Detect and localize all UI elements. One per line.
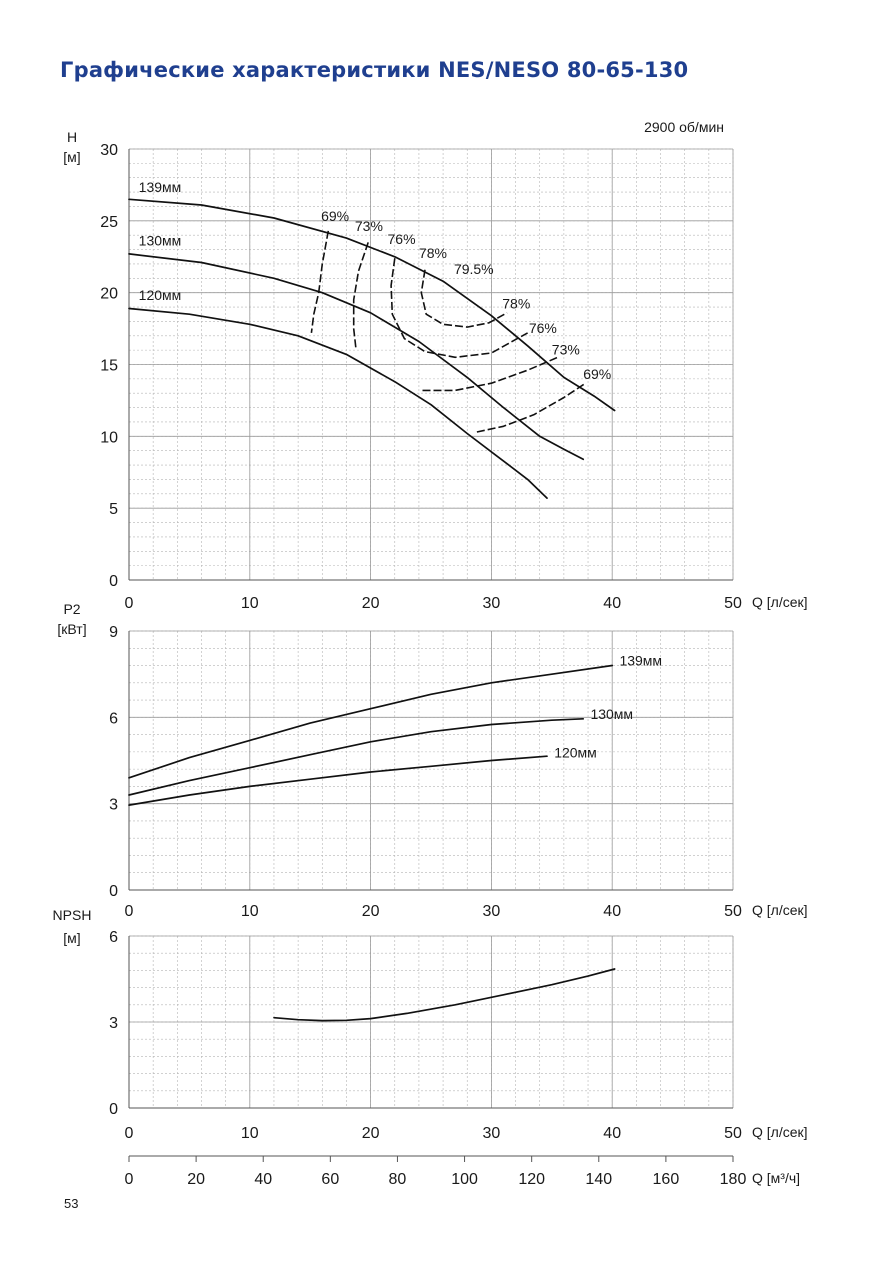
grid-minor [128, 630, 734, 891]
m3h-tick-label: 40 [254, 1171, 272, 1188]
x-tick-label: 50 [724, 1125, 742, 1142]
curve-label: 69% [583, 366, 611, 382]
flow-axis-m3h: 0 20 40 60 80 100 120 140 160 180 Q [м³/ч] [125, 1155, 800, 1188]
y-axis-unit: [м] [63, 930, 80, 946]
y-axis-label: NPSH [53, 907, 92, 923]
efficiency-curve-69pct [310, 230, 330, 334]
x-axis-label: Q [л/сек] [752, 594, 808, 610]
curve-label: 76% [388, 231, 416, 247]
x-axis-label: Q [л/сек] [752, 1124, 808, 1140]
curve-120мм [128, 307, 548, 499]
efficiency-curve-78pct [420, 269, 508, 328]
x-tick-label: 30 [483, 903, 501, 920]
x-tick-label: 50 [724, 595, 742, 612]
m3h-tick-label: 140 [585, 1171, 612, 1188]
grid-major [128, 935, 734, 1109]
x-tick-label: 30 [483, 1125, 501, 1142]
y-axis-unit: [м] [63, 149, 80, 165]
y-tick-label: 0 [109, 573, 118, 590]
curve-120мм [128, 755, 548, 806]
y-tick-label: 20 [100, 286, 118, 303]
curve-label: 130мм [139, 232, 182, 248]
efficiency-curve-73pct [352, 242, 369, 351]
curve-label: 130мм [590, 706, 633, 722]
y-tick-label: 3 [109, 797, 118, 814]
y-axis-unit: [кВт] [57, 621, 86, 637]
m3h-axis-label: Q [м³/ч] [752, 1170, 800, 1186]
y-tick-label: 15 [100, 358, 118, 375]
x-tick-label: 10 [241, 595, 259, 612]
m3h-tick-label: 60 [321, 1171, 339, 1188]
m3h-tick-label: 20 [187, 1171, 205, 1188]
x-tick-label: 50 [724, 903, 742, 920]
chart-power: 0 10 20 30 40 50 0 3 6 9 Q [л/сек] P2 [кВт] 139мм 130м… [57, 601, 807, 920]
x-tick-label: 20 [362, 595, 380, 612]
chart-head: 0 10 20 30 40 50 0 5 10 15 20 25 30 Q [л/сек] H [м] 2900… [63, 119, 807, 612]
curve-label: 76% [529, 320, 557, 336]
x-tick-label: 40 [603, 595, 621, 612]
grid-major [128, 630, 734, 891]
m3h-tick-label: 160 [653, 1171, 680, 1188]
x-tick-label: 40 [603, 1125, 621, 1142]
curve-label: 79.5% [454, 261, 494, 277]
efficiency-curve-73pct [422, 356, 559, 392]
m3h-tick-label: 180 [720, 1171, 747, 1188]
x-tick-label: 20 [362, 903, 380, 920]
curve-label: 120мм [554, 745, 597, 761]
y-tick-label: 5 [109, 501, 118, 518]
x-tick-label: 10 [241, 903, 259, 920]
x-tick-label: 40 [603, 903, 621, 920]
y-tick-label: 9 [109, 624, 118, 641]
y-tick-label: 0 [109, 1101, 118, 1118]
x-tick-label: 30 [483, 595, 501, 612]
y-axis-label: H [67, 129, 77, 145]
efficiency-curve-76pct [390, 258, 528, 359]
curve-label: 139мм [619, 653, 662, 669]
y-tick-label: 6 [109, 710, 118, 727]
curve-npsh [273, 968, 616, 1022]
speed-label: 2900 об/мин [644, 119, 724, 135]
curve-label: 73% [355, 218, 383, 234]
m3h-tick-label: 80 [389, 1171, 407, 1188]
y-tick-label: 6 [109, 929, 118, 946]
curve-label: 73% [552, 341, 580, 357]
curve-139мм [128, 198, 616, 412]
y-tick-label: 10 [100, 429, 118, 446]
curve-label: 69% [321, 208, 349, 224]
x-tick-label: 10 [241, 1125, 259, 1142]
m3h-tick-label: 0 [125, 1171, 134, 1188]
x-axis-label: Q [л/сек] [752, 902, 808, 918]
y-tick-label: 3 [109, 1015, 118, 1032]
y-tick-label: 25 [100, 214, 118, 231]
curve-130мм [128, 717, 585, 796]
m3h-tick-label: 100 [451, 1171, 478, 1188]
x-tick-label: 0 [125, 595, 134, 612]
page-title: Графические характеристики NES/NESO 80-6… [60, 58, 689, 82]
curve-label: 139мм [139, 179, 182, 195]
m3h-tick-label: 120 [518, 1171, 545, 1188]
y-axis-label: P2 [63, 601, 80, 617]
efficiency-curve-69pct [476, 382, 587, 433]
page-number: 53 [64, 1196, 79, 1211]
y-tick-label: 0 [109, 883, 118, 900]
curve-130мм [128, 253, 585, 461]
curve-139мм [128, 664, 614, 779]
grid-major [128, 148, 734, 581]
x-tick-label: 20 [362, 1125, 380, 1142]
chart-npsh: 0 10 20 30 40 50 0 3 6 Q [л/сек] NPSH [м] [53, 907, 808, 1142]
curve-label: 78% [502, 295, 530, 311]
x-tick-label: 0 [125, 1125, 134, 1142]
x-tick-label: 0 [125, 903, 134, 920]
curve-label: 120мм [139, 287, 182, 303]
curve-label: 78% [419, 245, 447, 261]
y-tick-label: 30 [100, 142, 118, 159]
